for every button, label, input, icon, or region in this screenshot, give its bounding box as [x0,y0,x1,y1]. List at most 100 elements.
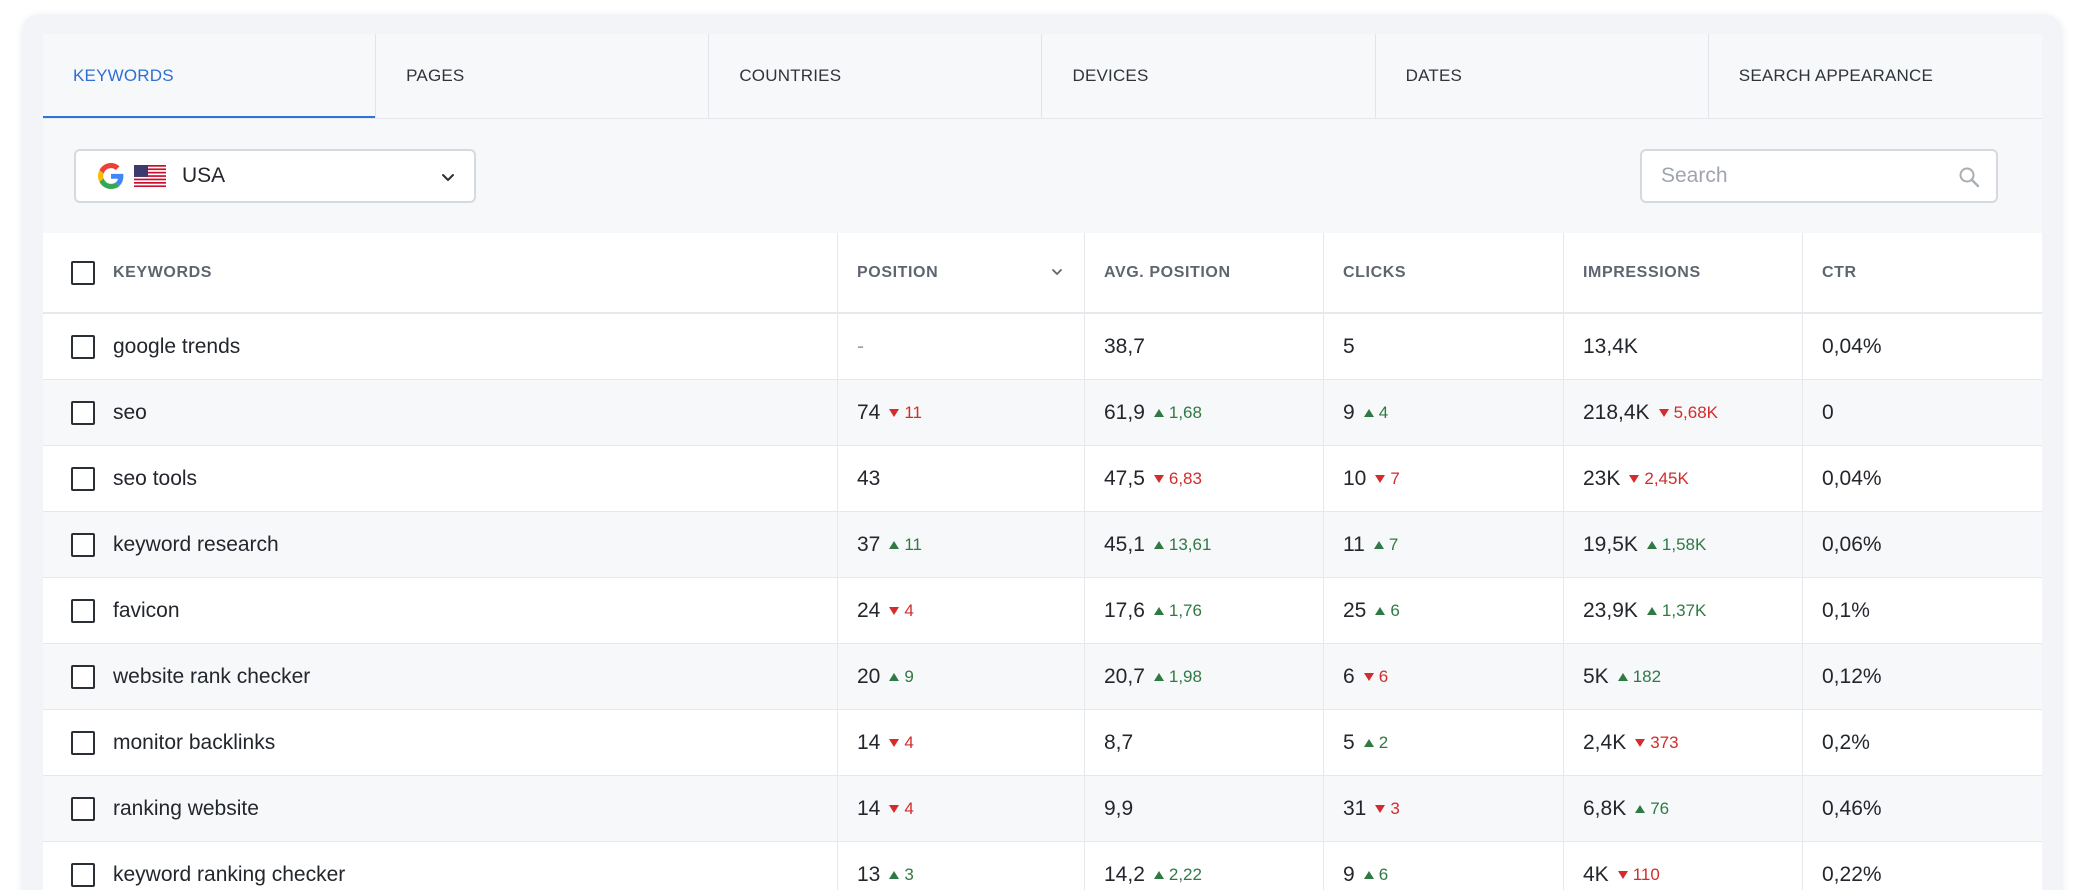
header-clicks[interactable]: CLICKS [1324,233,1564,312]
country-label: USA [182,164,226,187]
select-all-checkbox[interactable] [71,260,95,285]
avg-position-value: 38,7 [1104,334,1145,358]
avg-position-value: 14,2 [1104,862,1145,886]
delta-value: 2 [1378,732,1389,752]
keyword-text: seo tools [113,466,198,490]
arrow-up-icon [1646,606,1657,615]
impressions-value: 218,4K [1583,400,1650,424]
table-row[interactable]: seo tools 43 47,5 6,83 10 7 23K 2,45K 0,04% [43,445,2042,511]
clicks-value: 5 [1343,334,1355,358]
row-checkbox[interactable] [71,598,95,623]
delta-value: 13,61 [1168,534,1212,554]
position-cell: 20 9 [838,644,1085,709]
header-position[interactable]: POSITION [838,233,1085,312]
arrow-down-icon [1658,408,1669,417]
row-checkbox[interactable] [71,466,95,491]
row-checkbox[interactable] [71,532,95,557]
row-checkbox[interactable] [71,334,95,359]
row-checkbox[interactable] [71,730,95,755]
arrow-down-icon [889,804,900,813]
us-flag-icon [134,165,166,187]
keyword-cell: keyword research [43,512,838,577]
impressions-value: 6,8K [1583,796,1627,820]
tab-devices[interactable]: DEVICES [1042,34,1376,118]
header-avg-position[interactable]: AVG. POSITION [1085,233,1324,312]
delta-value: 5,68K [1673,402,1718,422]
impressions-value: 4K [1583,862,1609,886]
search-icon[interactable] [1958,166,1980,188]
ctr-cell: 0,04% [1803,446,2042,511]
delta-value: 3 [1390,798,1400,818]
header-ctr[interactable]: CTR [1803,233,2042,312]
table-row[interactable]: favicon 24 4 17,6 1,76 25 6 23,9K 1,37K 0,1% [43,577,2042,643]
tab-keywords[interactable]: KEYWORDS [43,34,377,119]
position-cell: 14 4 [838,710,1085,775]
avg-position-cell: 38,7 [1085,314,1324,379]
clicks-value: 6 [1343,664,1355,688]
avg-position-cell: 17,6 1,76 [1085,578,1324,643]
avg-position-value: 8,7 [1104,730,1134,754]
delta-value: 4 [904,600,914,620]
table-row[interactable]: google trends - 38,7 5 13,4K 0,04% [43,313,2042,379]
table-row[interactable]: ranking website 14 4 9,9 31 3 6,8K 76 0,46% [43,775,2042,841]
impressions-cell: 19,5K 1,58K [1564,512,1803,577]
table-row[interactable]: seo 74 11 61,9 1,68 9 4 218,4K 5,68K 0 [43,379,2042,445]
table-row[interactable]: monitor backlinks 14 4 8,7 5 2 2,4K 373 0,2% [43,709,2042,775]
arrow-down-icon [889,408,900,417]
sort-chevron-down-icon[interactable] [1050,265,1064,279]
delta-down: 110 [1617,865,1660,885]
search-input[interactable] [1642,151,1996,201]
delta-up: 1,58K [1646,535,1706,555]
delta-value: 2,22 [1168,864,1202,884]
header-avg-position-label: AVG. POSITION [1104,263,1231,281]
ctr-value: 0,12% [1822,664,1882,688]
tabs-divider [43,118,2042,119]
header-impressions[interactable]: IMPRESSIONS [1564,233,1803,312]
table-row[interactable]: keyword research 37 11 45,1 13,61 11 7 19,5K 1,5… [43,511,2042,577]
position-cell: 24 4 [838,578,1085,643]
country-select[interactable]: USA [74,149,476,203]
row-checkbox[interactable] [71,796,95,821]
arrow-up-icon [1363,408,1374,417]
delta-up: 182 [1617,667,1661,687]
delta-value: 1,76 [1168,600,1202,620]
delta-up: 1,68 [1153,403,1202,423]
ctr-value: 0 [1822,400,1834,424]
position-cell: 37 11 [838,512,1085,577]
table-row[interactable]: website rank checker 20 9 20,7 1,98 6 6 5K 182 0,… [43,643,2042,709]
tab-countries[interactable]: COUNTRIES [709,34,1043,118]
table-header: KEYWORDS POSITION AVG. POSITION CLICKS I… [43,233,2042,313]
impressions-cell: 23K 2,45K [1564,446,1803,511]
delta-up: 4 [1363,402,1389,423]
row-checkbox[interactable] [71,400,95,425]
ctr-value: 0,04% [1822,334,1882,358]
delta-value: 4 [1378,402,1389,422]
position-value: - [857,334,864,358]
keyword-cell: website rank checker [43,644,838,709]
impressions-cell: 2,4K 373 [1564,710,1803,775]
row-checkbox[interactable] [71,664,95,689]
avg-position-value: 20,7 [1104,664,1145,688]
tab-search-appearance[interactable]: SEARCH APPEARANCE [1738,66,1934,85]
arrow-down-icon [889,606,900,615]
arrow-down-icon [1375,804,1386,813]
table-row[interactable]: keyword ranking checker 13 3 14,2 2,22 9 6 4K 11… [43,841,2042,890]
impressions-value: 13,4K [1583,334,1638,358]
ctr-value: 0,2% [1822,730,1870,754]
avg-position-value: 17,6 [1104,598,1145,622]
tab-dates[interactable]: DATES [1376,34,1709,118]
position-cell: 43 [838,446,1085,511]
arrow-down-icon [1617,870,1628,879]
delta-up: 13,61 [1153,534,1212,555]
google-icon [98,163,124,189]
tab-pages[interactable]: PAGES [376,34,710,118]
delta-up: 6 [1363,865,1388,885]
keywords-panel: KEYWORDS PAGES COUNTRIES DEVICES DATES S… [43,34,2042,890]
clicks-value: 9 [1343,862,1355,886]
delta-value: 76 [1650,798,1670,818]
impressions-cell: 218,4K 5,68K [1564,380,1803,445]
keyword-cell: favicon [43,578,838,643]
row-checkbox[interactable] [71,862,95,887]
